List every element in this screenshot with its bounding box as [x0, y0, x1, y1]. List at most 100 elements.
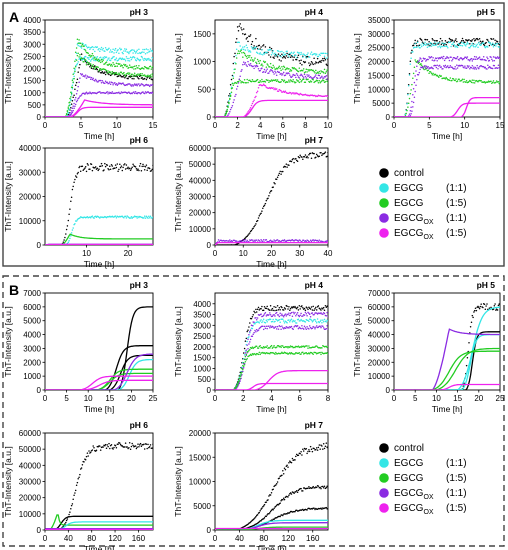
data-point	[463, 42, 465, 45]
data-point	[136, 169, 138, 171]
data-point	[286, 345, 288, 348]
y-tick-label: 35000	[368, 16, 391, 25]
data-point	[136, 92, 138, 95]
data-point	[313, 76, 315, 79]
data-point	[269, 325, 272, 327]
data-point	[275, 328, 278, 330]
data-point	[137, 168, 139, 170]
data-point	[79, 53, 81, 56]
data-point	[324, 76, 327, 78]
data-point	[70, 200, 72, 202]
data-point	[471, 42, 474, 45]
data-point	[77, 42, 79, 45]
data-point	[148, 215, 150, 218]
data-point	[299, 452, 301, 455]
data-point	[114, 81, 116, 84]
data-point	[232, 84, 235, 86]
data-point	[260, 508, 262, 510]
data-point	[407, 93, 409, 96]
data-point	[274, 309, 276, 312]
data-point	[468, 65, 470, 67]
y-tick-label: 10000	[189, 478, 212, 487]
data-point	[99, 445, 101, 447]
data-point	[315, 345, 318, 347]
data-point	[250, 104, 253, 107]
data-point	[240, 374, 242, 376]
data-point	[75, 52, 78, 55]
data-point	[71, 84, 74, 87]
data-point	[87, 56, 89, 59]
x-tick-label: 10	[84, 394, 93, 403]
data-point	[282, 498, 284, 501]
data-point	[269, 48, 272, 51]
data-point	[92, 77, 94, 80]
data-point	[442, 65, 445, 67]
data-point	[289, 92, 292, 94]
data-point	[454, 79, 456, 82]
data-point	[326, 52, 328, 55]
data-point	[143, 48, 146, 51]
data-point	[282, 497, 285, 500]
data-point	[326, 311, 328, 314]
data-point	[280, 69, 282, 72]
data-point	[122, 52, 124, 55]
data-point	[252, 227, 254, 229]
data-point	[316, 239, 319, 242]
data-point	[251, 327, 254, 330]
data-point	[432, 72, 434, 75]
data-point	[315, 80, 317, 82]
data-point	[120, 165, 123, 167]
data-point	[119, 166, 122, 169]
data-point	[280, 60, 282, 62]
data-point	[317, 72, 320, 74]
data-point	[456, 64, 458, 66]
data-point	[252, 65, 254, 68]
data-point	[281, 306, 283, 309]
data-point	[114, 167, 116, 170]
data-point	[249, 64, 251, 67]
data-point	[280, 80, 282, 83]
data-point	[117, 83, 119, 85]
data-point	[141, 56, 143, 58]
data-point	[273, 239, 275, 241]
data-point	[317, 55, 320, 58]
data-point	[440, 43, 443, 45]
data-point	[306, 307, 308, 309]
data-point	[440, 75, 443, 77]
data-point	[269, 56, 272, 58]
data-point	[283, 239, 286, 241]
y-axis-label: ThT-Intensity [a.u.]	[173, 446, 183, 516]
y-tick-label: 25000	[368, 44, 391, 53]
data-point	[115, 216, 118, 219]
data-point	[311, 62, 314, 64]
data-point	[319, 72, 321, 75]
y-tick-label: 40000	[368, 331, 391, 340]
data-point	[282, 345, 284, 347]
data-point	[272, 87, 274, 89]
data-point	[463, 66, 465, 69]
data-point	[139, 162, 142, 165]
data-point	[107, 48, 109, 50]
data-point	[271, 320, 274, 323]
data-point	[410, 57, 412, 59]
data-point	[85, 455, 88, 458]
data-point	[258, 44, 261, 47]
data-point	[252, 100, 254, 103]
data-point	[436, 59, 438, 62]
data-point	[294, 74, 296, 76]
data-point	[251, 40, 254, 43]
y-tick-label: 15000	[189, 453, 212, 462]
data-point	[269, 510, 272, 513]
data-point	[422, 44, 425, 47]
data-point	[311, 312, 314, 314]
data-point	[252, 60, 254, 63]
data-point	[143, 217, 145, 219]
data-point	[96, 56, 99, 58]
data-point	[295, 490, 298, 492]
data-point	[428, 55, 430, 58]
data-point	[131, 92, 133, 95]
data-point	[260, 64, 262, 66]
data-point	[272, 71, 274, 74]
data-point	[104, 162, 106, 165]
data-point	[465, 56, 467, 59]
